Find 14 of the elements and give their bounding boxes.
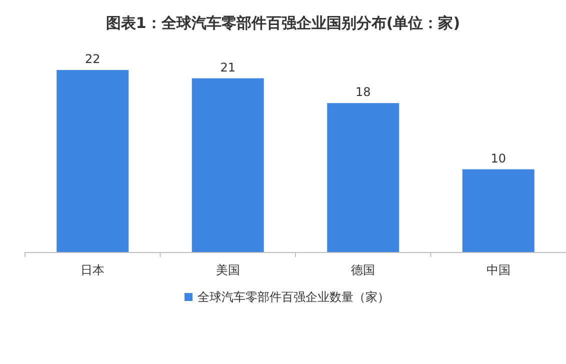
bar bbox=[192, 78, 264, 252]
data-label: 21 bbox=[220, 60, 236, 74]
x-tick-label: 德国 bbox=[351, 263, 376, 277]
bar bbox=[327, 103, 400, 252]
x-tick-label: 美国 bbox=[216, 263, 240, 277]
data-label: 10 bbox=[490, 151, 506, 166]
x-tick-label: 中国 bbox=[486, 263, 510, 277]
bar bbox=[56, 70, 129, 252]
legend-label: 全球汽车零部件百强企业数量（家） bbox=[198, 290, 390, 304]
x-tick-label: 日本 bbox=[80, 263, 105, 277]
data-label: 22 bbox=[84, 52, 100, 66]
data-label: 18 bbox=[355, 85, 371, 100]
chart-title: 图表1：全球汽车零部件百强企业国别分布(单位：家) bbox=[106, 14, 460, 32]
bar bbox=[462, 169, 534, 252]
